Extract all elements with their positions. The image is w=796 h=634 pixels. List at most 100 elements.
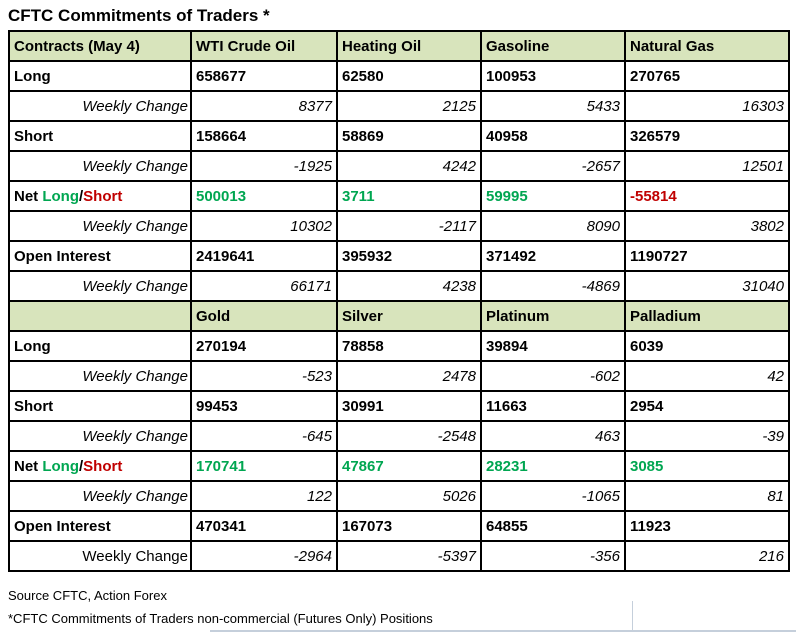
section-1-header-row: Contracts (May 4) WTI Crude Oil Heating Oi… [8,30,790,62]
row-label: Long [8,60,192,92]
column-header: Platinum [480,300,626,332]
value-cell: 658677 [190,60,338,92]
value-cell: 463 [480,420,626,452]
value-cell: 2419641 [190,240,338,272]
table-row: Open Interest 2419641 395932 371492 1190727 [8,240,790,272]
value-cell: 2478 [336,360,482,392]
value-cell: 11923 [624,510,790,542]
row-label: Long [8,330,192,362]
value-cell: 4238 [336,270,482,302]
value-cell: -2657 [480,150,626,182]
divider-line-vertical [632,601,633,631]
value-cell: 1190727 [624,240,790,272]
row-label: Weekly Change [8,210,192,242]
value-cell: -602 [480,360,626,392]
value-cell: 3711 [336,180,482,212]
value-cell: 62580 [336,60,482,92]
value-cell: 158664 [190,120,338,152]
net-label-part-black: / [79,187,84,205]
table-row: Weekly Change -645 -2548 463 -39 [8,420,790,452]
value-cell: 12501 [624,150,790,182]
row-label: Weekly Change [8,540,192,572]
value-cell: 78858 [336,330,482,362]
value-cell: -2548 [336,420,482,452]
divider-line-horizontal [210,630,796,632]
page-title: CFTC Commitments of Traders * [8,6,270,25]
net-label-part-black: / [79,457,84,475]
page: CFTC Commitments of Traders * Contracts … [0,4,796,632]
value-cell: 40958 [480,120,626,152]
table-row: Weekly Change 8377 2125 5433 16303 [8,90,790,122]
value-cell: 42 [624,360,790,392]
row-label: Open Interest [8,240,192,272]
value-cell: 470341 [190,510,338,542]
value-cell: 170741 [190,450,338,482]
value-cell: -2964 [190,540,338,572]
row-label: Open Interest [8,510,192,542]
cot-table-body: Contracts (May 4) WTI Crude Oil Heating Oi… [8,30,790,572]
value-cell: 59995 [480,180,626,212]
value-cell: 395932 [336,240,482,272]
cot-table: Contracts (May 4) WTI Crude Oil Heating Oi… [8,30,790,572]
column-header: Gold [190,300,338,332]
row-label: Weekly Change [8,360,192,392]
value-cell: 3085 [624,450,790,482]
value-cell: -55814 [624,180,790,212]
net-label-part-black: Net [14,187,43,205]
section-2-header-row: Gold Silver Platinum Palladium [8,300,790,332]
net-label-part-black: Net [14,457,43,475]
net-label-part-red: Short [83,457,123,475]
value-cell: 2954 [624,390,790,422]
value-cell: 371492 [480,240,626,272]
footer: Source CFTC, Action Forex *CFTC Commitme… [8,588,796,627]
source-note: Source CFTC, Action Forex [8,588,167,603]
column-header: Natural Gas [624,30,790,62]
value-cell: 16303 [624,90,790,122]
value-cell: 64855 [480,510,626,542]
value-cell: 122 [190,480,338,512]
column-header: WTI Crude Oil [190,30,338,62]
value-cell: 8377 [190,90,338,122]
value-cell: 10302 [190,210,338,242]
value-cell: 58869 [336,120,482,152]
column-header: Palladium [624,300,790,332]
row-label: Short [8,120,192,152]
value-cell: 5433 [480,90,626,122]
value-cell: 28231 [480,450,626,482]
value-cell: 47867 [336,450,482,482]
table-row: Weekly Change 122 5026 -1065 81 [8,480,790,512]
value-cell: 8090 [480,210,626,242]
row-label: Short [8,390,192,422]
column-header: Gasoline [480,30,626,62]
value-cell: 167073 [336,510,482,542]
net-label-part-green: Long [42,187,79,205]
table-row: Weekly Change 66171 4238 -4869 31040 [8,270,790,302]
value-cell: 326579 [624,120,790,152]
column-header: Heating Oil [336,30,482,62]
table-row: Weekly Change -1925 4242 -2657 12501 [8,150,790,182]
value-cell: -39 [624,420,790,452]
value-cell: 6039 [624,330,790,362]
value-cell: 30991 [336,390,482,422]
table-row: Open Interest 470341 167073 64855 11923 [8,510,790,542]
table-row: Long 270194 78858 39894 6039 [8,330,790,362]
row-label: Net Long/Short [8,450,192,482]
value-cell: -645 [190,420,338,452]
value-cell: 66171 [190,270,338,302]
net-label-part-green: Long [42,457,79,475]
table-row: Short 99453 30991 11663 2954 [8,390,790,422]
value-cell: 99453 [190,390,338,422]
value-cell: -356 [480,540,626,572]
value-cell: -2117 [336,210,482,242]
value-cell: 5026 [336,480,482,512]
value-cell: 81 [624,480,790,512]
value-cell: -1065 [480,480,626,512]
value-cell: 270194 [190,330,338,362]
table-row: Weekly Change -2964 -5397 -356 216 [8,540,790,572]
row-label: Weekly Change [8,420,192,452]
value-cell: 11663 [480,390,626,422]
value-cell: 500013 [190,180,338,212]
value-cell: 216 [624,540,790,572]
value-cell: 270765 [624,60,790,92]
column-header: Silver [336,300,482,332]
